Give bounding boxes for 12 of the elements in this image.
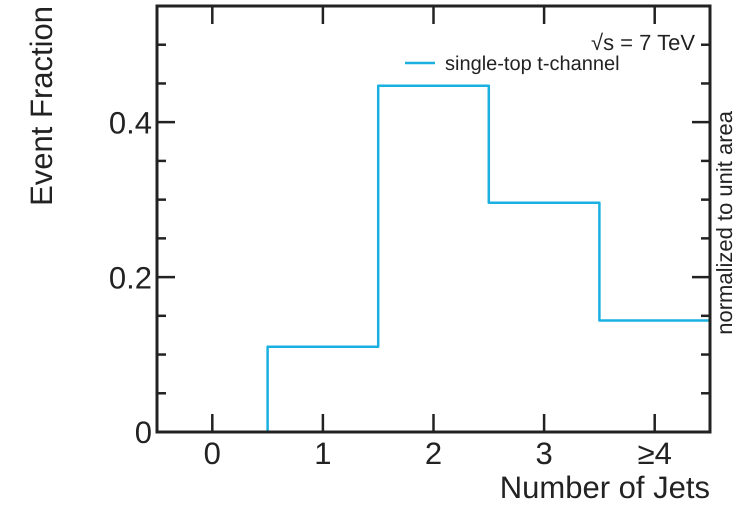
- annotation: √s = 7 TeV: [590, 30, 696, 55]
- y-tick-label: 0.2: [108, 260, 152, 296]
- x-tick-label: 1: [314, 436, 332, 471]
- y-tick-label: 0.4: [108, 105, 152, 140]
- text: normalized to unit area: [712, 110, 737, 335]
- y-axis-title: Event Fraction: [24, 6, 59, 206]
- x-tick-label: 2: [424, 436, 442, 471]
- x-tick-label: 3: [535, 436, 553, 471]
- x-tick-label: 0: [204, 436, 221, 471]
- legend-label: single-top t-channel: [445, 53, 620, 76]
- x-axis-title: Number of Jets: [500, 470, 710, 505]
- x-tick-label: ≥4: [638, 436, 672, 471]
